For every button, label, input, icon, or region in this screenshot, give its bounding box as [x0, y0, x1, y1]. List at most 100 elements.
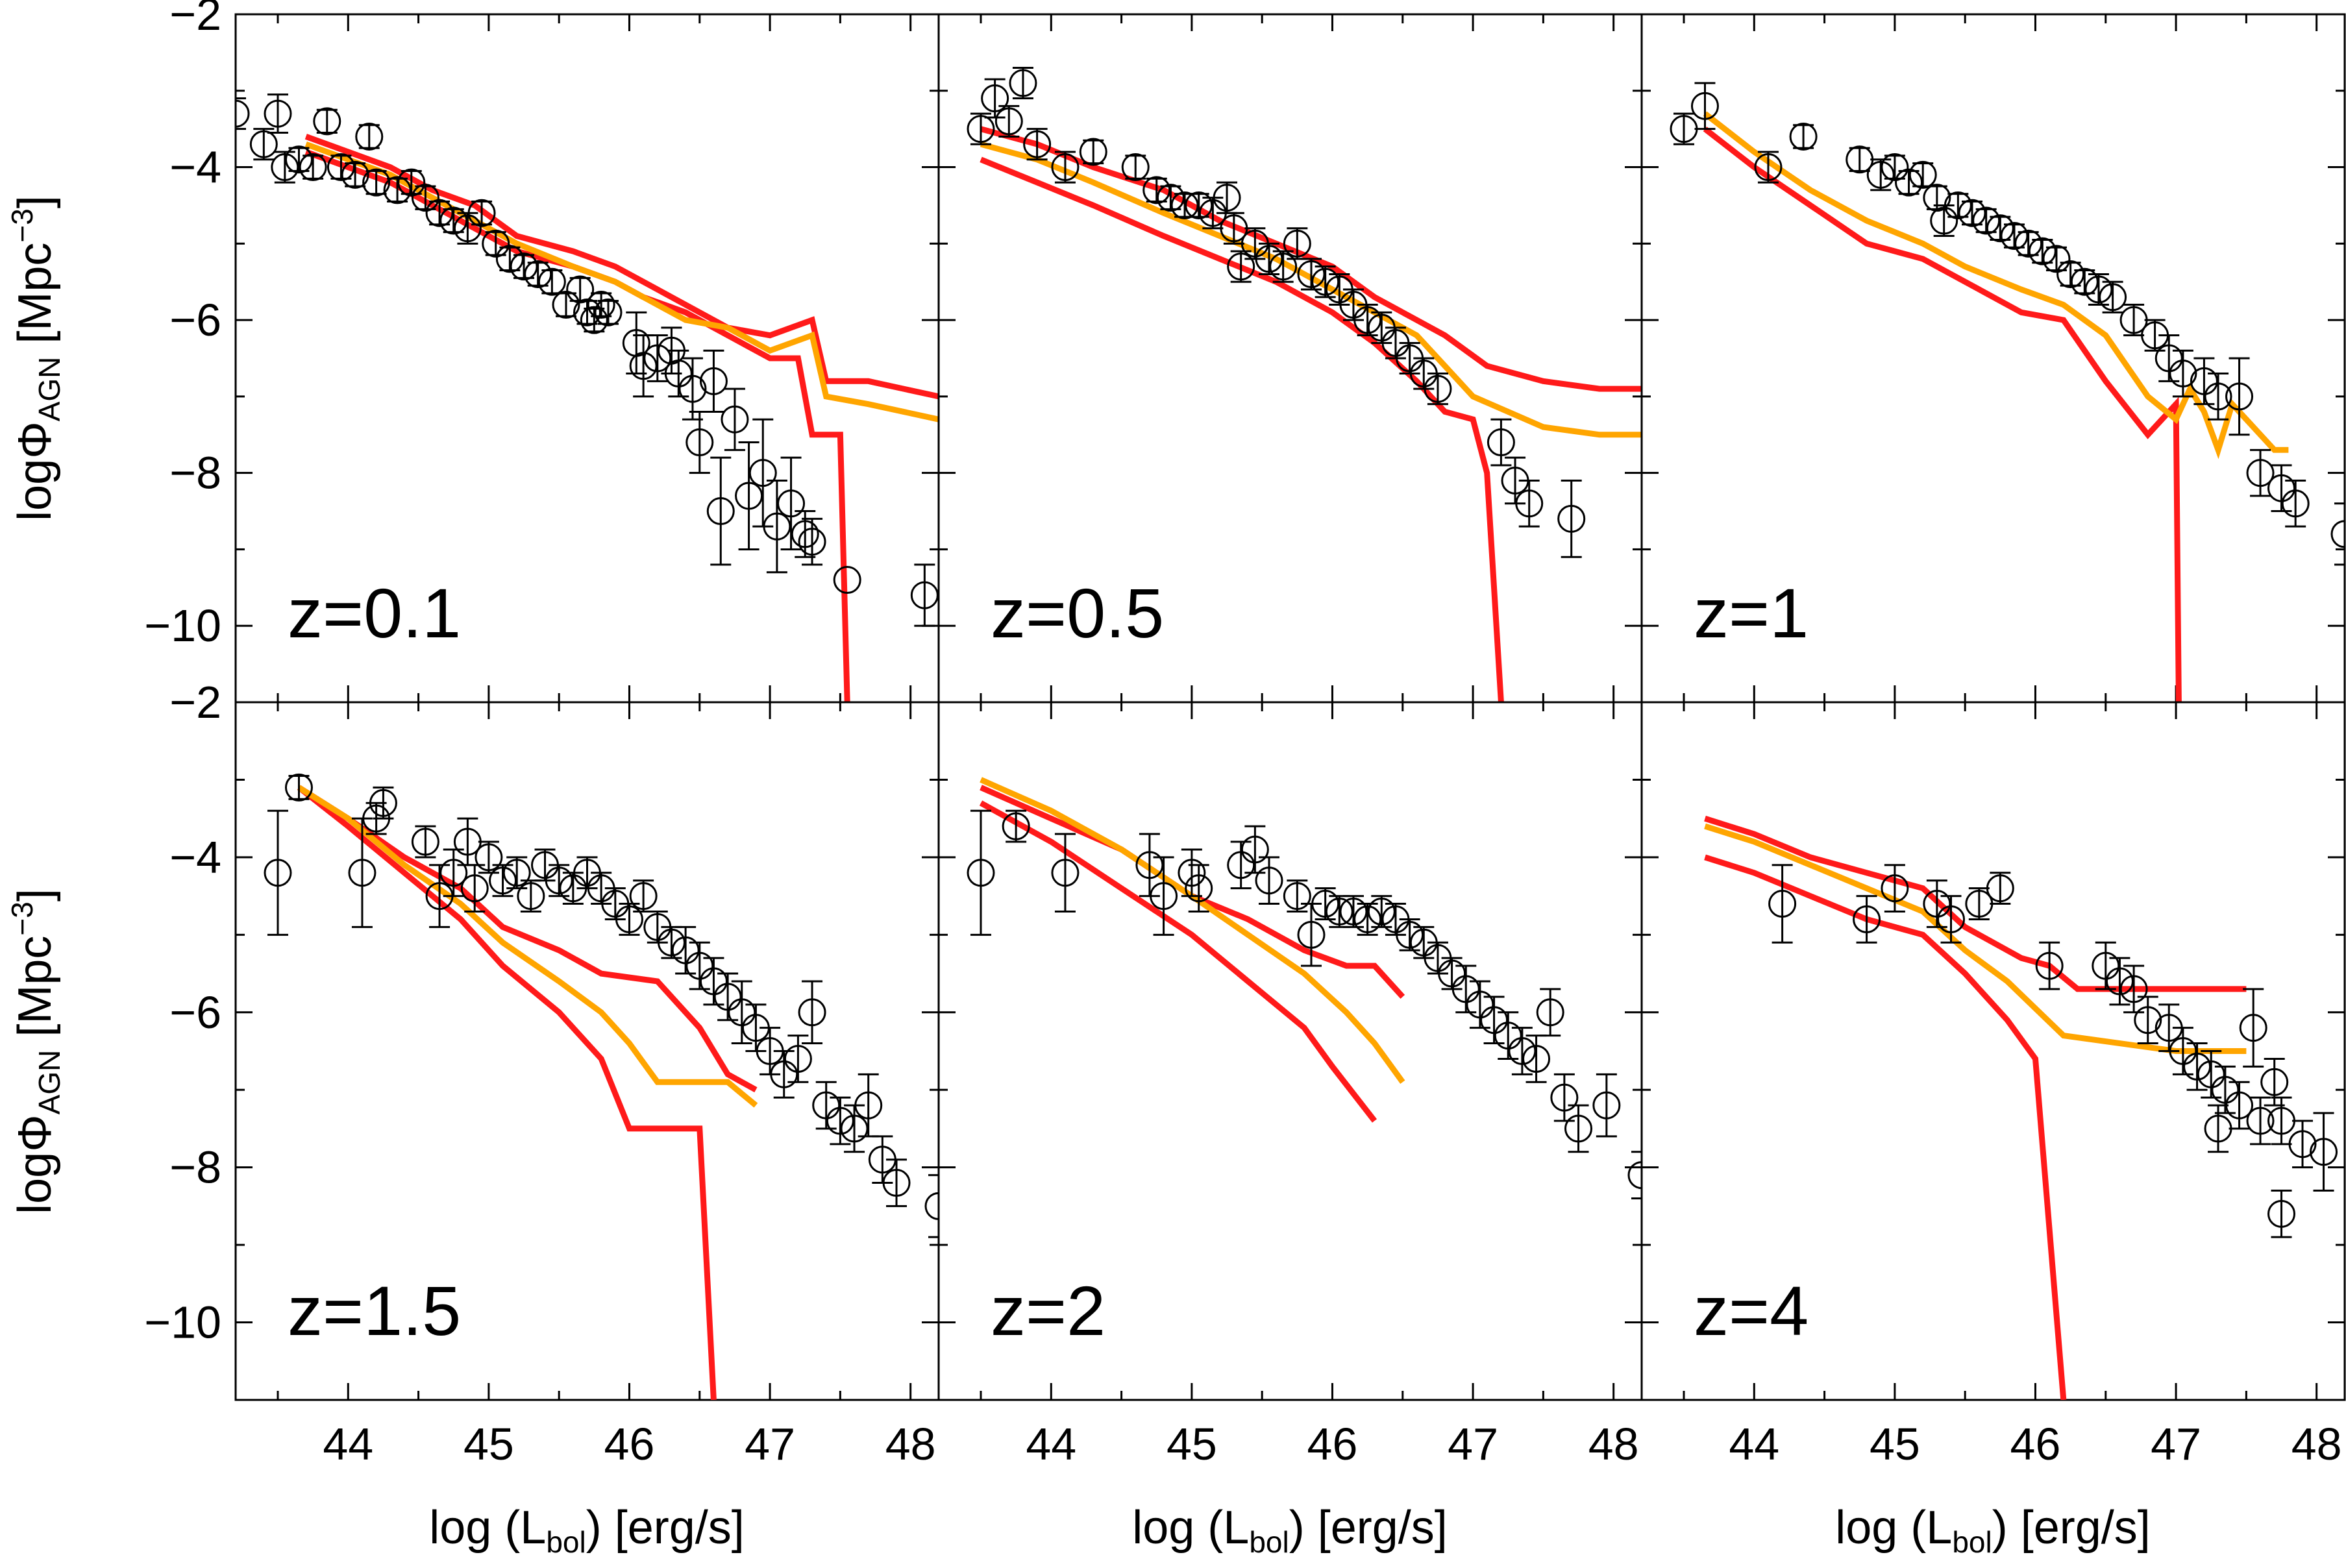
data-point [1690, 82, 1719, 130]
data-point [2197, 1050, 2225, 1099]
data-point [425, 199, 454, 227]
data-point [1494, 1011, 1522, 1060]
data-point [1908, 160, 1937, 189]
data-point [1754, 151, 1783, 184]
data-point [502, 856, 531, 890]
panel-4: −2 −4 −6 −8 −10 44 45 46 47 48 z=1.5 [144, 677, 940, 1469]
data-point [482, 229, 510, 258]
data-point [1592, 1073, 1621, 1138]
x-tick-label: 47 [745, 1419, 795, 1469]
data-point [1557, 479, 1586, 558]
data-point [236, 97, 250, 130]
data-point [1178, 848, 1206, 898]
data-point [284, 773, 313, 802]
data-point [2119, 964, 2148, 1014]
data-point [327, 153, 355, 182]
data-point [1986, 214, 2014, 243]
data-point [2288, 1120, 2317, 1169]
data-point [1944, 191, 1972, 219]
data-point [2225, 1081, 2254, 1130]
data-point [1958, 199, 1986, 227]
data-point [587, 291, 615, 319]
data-point [271, 151, 299, 184]
data-point [383, 176, 412, 204]
y-axis-label-bottom: logΦAGN [Mpc−3] [5, 888, 66, 1214]
data-point [840, 1104, 869, 1153]
data-point [1185, 864, 1213, 913]
data-point [362, 168, 391, 197]
plot-area [236, 93, 939, 702]
data-point [2246, 448, 2275, 497]
data-point [1522, 1035, 1551, 1083]
data-point [967, 809, 995, 936]
data-point [1564, 1104, 1593, 1153]
red-model-line-2 [980, 156, 1504, 702]
data-point [411, 825, 439, 859]
data-point [1002, 809, 1030, 843]
panel-redshift-label: z=1.5 [288, 1271, 461, 1350]
data-point [924, 1174, 939, 1238]
data-point [868, 1135, 896, 1184]
data-point [784, 1035, 812, 1083]
panel-redshift-label: z=2 [991, 1271, 1105, 1350]
data-point [552, 291, 580, 319]
x-tick-label: 45 [1167, 1419, 1217, 1469]
data-point [1269, 250, 1298, 283]
red-model-line-2 [297, 785, 717, 1400]
plot-area [967, 777, 1642, 1199]
data-point [1339, 895, 1368, 928]
data-point [411, 184, 439, 212]
data-point [826, 1096, 854, 1145]
data-point [1297, 903, 1326, 967]
data-point [1853, 895, 1881, 944]
data-point [1156, 184, 1185, 212]
data-point [1508, 1027, 1537, 1075]
y-tick-label: −2 [169, 0, 221, 40]
x-tick-label: 46 [1307, 1419, 1358, 1469]
x-tick-label: 46 [2010, 1419, 2061, 1469]
y-tick-label: −6 [169, 987, 221, 1038]
data-point [2070, 267, 2099, 296]
y-axis-label-top: logΦAGN [Mpc−3] [5, 195, 66, 521]
x-tick-label: 47 [2151, 1419, 2201, 1469]
data-point [1895, 168, 1923, 197]
data-point [777, 456, 806, 550]
data-point [439, 848, 468, 898]
data-point [545, 864, 573, 898]
x-axis-label-col2: log (Lbol) [erg/s] [1132, 1502, 1448, 1559]
data-point [2330, 502, 2345, 566]
data-point [1227, 840, 1255, 890]
plot-area [1670, 82, 2345, 702]
data-point [1438, 957, 1466, 990]
data-point [699, 957, 728, 1006]
data-point [629, 334, 658, 398]
orange-model-line-3 [297, 785, 758, 1108]
data-point [1353, 903, 1382, 936]
data-point [2225, 357, 2254, 436]
panel-redshift-label: z=4 [1694, 1271, 1809, 1350]
data-point [1079, 138, 1107, 166]
data-point [1923, 879, 1951, 928]
plot-area [264, 773, 939, 1400]
data-point [2239, 988, 2267, 1068]
data-point [1466, 980, 1494, 1029]
data-point [1023, 128, 1052, 161]
data-point [1972, 206, 2001, 235]
data-point [2246, 1096, 2275, 1145]
y-tick-label: −6 [169, 295, 221, 345]
data-point [1367, 895, 1396, 928]
data-point [2014, 229, 2043, 258]
data-point [1051, 151, 1080, 184]
data-point [2169, 349, 2197, 398]
data-point [2267, 1190, 2296, 1238]
data-point [573, 856, 601, 890]
data-point [1881, 864, 1909, 913]
data-point [355, 122, 384, 151]
data-point [1670, 112, 1698, 145]
data-point [2084, 273, 2113, 306]
data-point [1255, 856, 1283, 905]
data-point [1789, 122, 1818, 151]
data-point [1227, 250, 1255, 283]
data-point [770, 1050, 798, 1099]
